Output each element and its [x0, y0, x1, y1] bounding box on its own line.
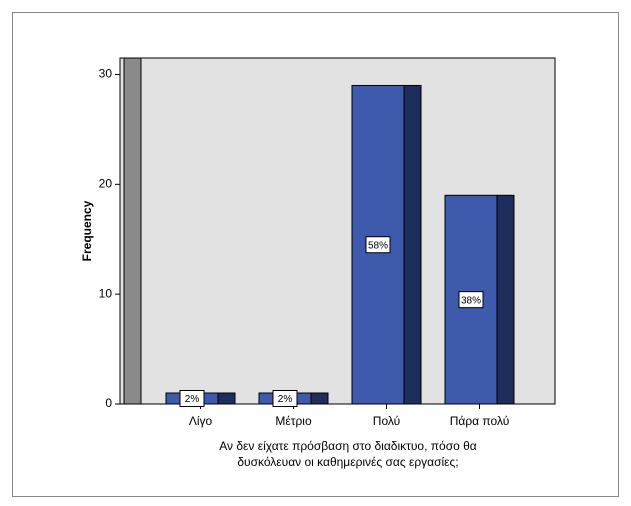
x-tick-label: Πολύ — [373, 414, 400, 428]
y-tick-label: 0 — [105, 396, 112, 410]
y-tick-label: 20 — [99, 176, 113, 190]
x-tick-label: Λίγο — [189, 414, 213, 428]
wall — [123, 57, 142, 405]
x-axis-label: Αν δεν είχατε πρόσβαση στο διαδικτυο, πό… — [219, 439, 477, 453]
bar-side — [310, 392, 329, 405]
data-label-box — [179, 390, 205, 408]
y-tick-label: 30 — [99, 67, 113, 81]
data-label: 2% — [185, 394, 200, 405]
x-tick-label: Πάρα πολύ — [450, 414, 510, 428]
data-label-box — [365, 236, 391, 254]
x-axis-label: δυσκόλευαν οι καθημερινές σας εργασίες; — [237, 455, 458, 469]
data-label: 58% — [368, 240, 388, 251]
y-axis-label: Frequency — [80, 200, 94, 261]
data-label-box — [272, 390, 298, 408]
bar-side — [217, 392, 236, 405]
bar-side — [403, 84, 422, 405]
data-label: 2% — [278, 394, 293, 405]
data-label: 38% — [461, 295, 481, 306]
data-label-box — [458, 291, 484, 309]
bar-side — [496, 194, 515, 405]
y-tick-label: 10 — [99, 286, 113, 300]
x-tick-label: Μέτριο — [275, 414, 312, 428]
